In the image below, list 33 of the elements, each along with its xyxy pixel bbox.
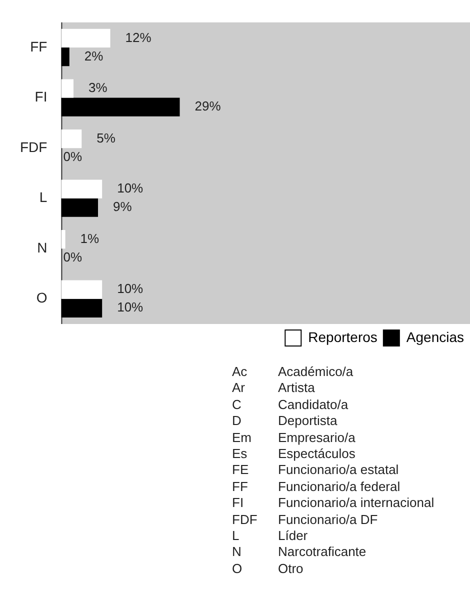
y-tick-label: FI: [34, 88, 48, 105]
data-label: 12%: [125, 30, 152, 45]
data-label: 2%: [84, 48, 104, 64]
text: FE Funcionario/a estatal: [232, 462, 399, 478]
data-label: 9%: [113, 199, 132, 214]
y-tick-label: N: [37, 239, 48, 256]
text: FF Funcionario/a federal: [232, 478, 400, 494]
data-label: 5%: [96, 130, 116, 146]
legend-label: Agencias: [406, 328, 464, 345]
data-label: 10%: [117, 180, 144, 196]
text: Ac Académico/a: [232, 364, 354, 379]
text: C Candidato/a: [232, 396, 348, 412]
data-label: 1%: [80, 230, 100, 246]
data-label: 0%: [63, 148, 82, 164]
legend-label: Reporteros: [308, 328, 378, 345]
data-label: 10%: [117, 300, 144, 315]
data-label: 3%: [88, 80, 108, 96]
y-tick-label: FF: [30, 38, 48, 54]
text: N Narcotraficante: [232, 544, 366, 560]
text: L Líder: [232, 528, 308, 544]
y-tick-label: FDF: [20, 138, 48, 155]
text: Ar Artista: [232, 380, 315, 396]
text: FDF Funcionario/a DF: [232, 512, 378, 527]
data-label: 0%: [63, 249, 82, 264]
y-tick-label: L: [39, 189, 48, 206]
data-label: 29%: [194, 98, 222, 114]
text: D Deportista: [232, 413, 338, 428]
text: O Otro: [232, 560, 304, 576]
text: FI Funcionario/a internacional: [232, 495, 434, 510]
text: Em Empresario/a: [232, 430, 356, 445]
y-tick-label: O: [36, 290, 48, 306]
data-label: 10%: [117, 281, 144, 296]
text: Es Espectáculos: [232, 446, 356, 462]
